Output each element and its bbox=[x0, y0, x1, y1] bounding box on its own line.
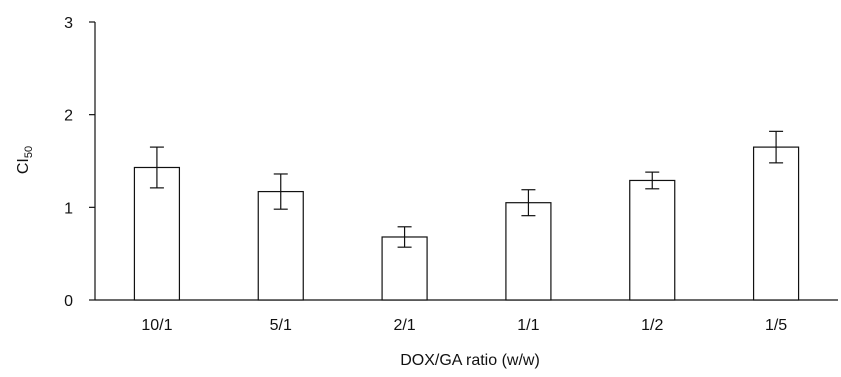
axes bbox=[94, 22, 838, 301]
x-tick-labels: 10/1 5/1 2/1 1/1 1/2 1/5 bbox=[141, 317, 787, 334]
bar bbox=[133, 166, 181, 301]
y-tick-label: 0 bbox=[64, 293, 73, 310]
x-tick-label: 1/1 bbox=[517, 317, 539, 334]
y-axis-label-subscript: 50 bbox=[23, 146, 35, 158]
bar bbox=[752, 146, 800, 301]
x-tick-label: 2/1 bbox=[393, 317, 415, 334]
x-tick-label: 1/2 bbox=[641, 317, 663, 334]
y-axis-label: CI50 bbox=[15, 146, 35, 174]
bar bbox=[505, 202, 552, 301]
error-bars bbox=[149, 130, 784, 248]
y-axis-label-main: CI bbox=[15, 158, 32, 174]
y-tick-label: 3 bbox=[64, 15, 73, 32]
bars bbox=[133, 146, 800, 301]
y-ticks: 0 1 2 3 bbox=[64, 15, 95, 310]
x-tick-label: 5/1 bbox=[270, 317, 292, 334]
x-tick-label: 1/5 bbox=[765, 317, 787, 334]
y-tick-label: 2 bbox=[64, 108, 73, 125]
bar bbox=[629, 179, 676, 301]
x-axis-label: DOX/GA ratio (w/w) bbox=[400, 352, 540, 369]
y-tick-label: 1 bbox=[64, 200, 73, 217]
x-tick-label: 10/1 bbox=[141, 317, 172, 334]
